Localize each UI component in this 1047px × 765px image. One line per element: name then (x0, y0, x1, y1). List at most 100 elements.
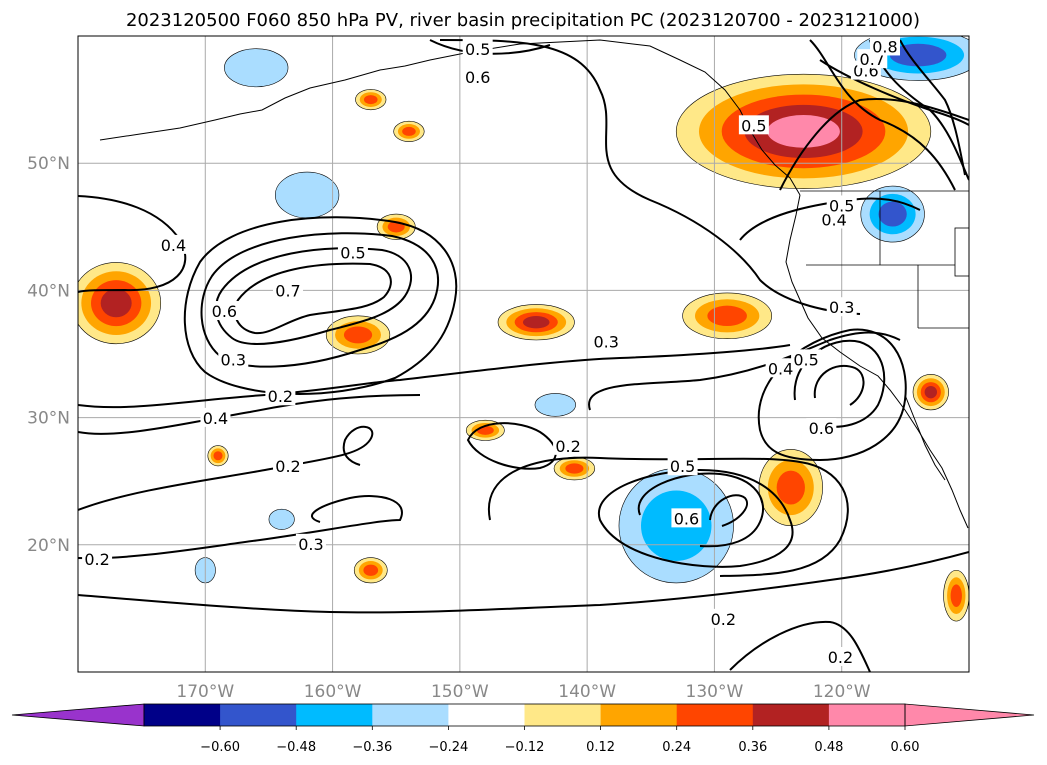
shaded-region-1 (274, 171, 340, 219)
shade-level-3 (213, 451, 223, 461)
colorbar-tick-label: −0.60 (200, 740, 240, 755)
contour-label-text: 0.3 (298, 535, 323, 554)
colorbar-tick-label: −0.24 (428, 740, 468, 755)
contour-0.6-ring (215, 247, 413, 345)
contour-label-bg (337, 242, 368, 262)
contour-label-2: 0.7 (273, 280, 304, 301)
colorbar-tick-label: 0.24 (662, 740, 691, 755)
contour-label-bg (273, 280, 304, 300)
latitude-tick-labels: 50°N 40°N 30°N 20°N (27, 154, 70, 556)
colorbar-segment-0 (144, 704, 221, 726)
contour-label-bg (826, 297, 857, 317)
contour-label-bg (295, 533, 326, 553)
contour-0.8-ne (899, 39, 966, 176)
shade-level-3 (402, 126, 416, 136)
pv-contours (78, 39, 969, 672)
contour-label-text: 0.2 (275, 457, 300, 476)
shaded-region-16 (534, 393, 576, 417)
contour-label-23: 0.5 (826, 195, 857, 215)
contour-0.3-east-loop (588, 331, 901, 411)
contour-label-bg (869, 36, 900, 56)
contour-label-10: 0.6 (462, 66, 493, 87)
shaded-region-7 (497, 304, 575, 341)
contour-label-text: 0.2 (828, 648, 853, 667)
shaded-region-12 (860, 185, 925, 243)
contour-label-6: 0.4 (200, 407, 231, 428)
colorbar-tick-label: 0.60 (891, 740, 920, 755)
contour-label-bg (462, 66, 493, 86)
contour-label-3: 0.5 (337, 242, 368, 263)
shade-level-3 (878, 201, 907, 227)
contour-label-text: 0.4 (821, 210, 846, 229)
contour-labels: 0.4 0.6 0.7 0.5 0.3 0.2 0.4 0.2 0.3 0.2 0.6 0.5 0.2 0… (82, 36, 900, 667)
contour-label-text: 0.3 (221, 350, 246, 369)
colorbar-segment-4 (448, 704, 525, 726)
contour-label-text: 0.2 (84, 550, 109, 569)
contour-label-bg (462, 38, 493, 58)
contour-label-bg (553, 435, 584, 455)
shade-level-1 (274, 171, 340, 219)
contour-label-bg (708, 608, 739, 628)
contour-0.7-ring (233, 262, 392, 335)
contour-0.6-east-ring (813, 364, 865, 406)
contour-label-bg (218, 349, 249, 369)
colorbar-segment-9 (828, 704, 906, 726)
shaded-region-2 (224, 48, 289, 88)
contour-0.3-east-upper (439, 39, 861, 315)
contour-label-text: 0.4 (203, 409, 228, 428)
contour-label-16: 0.2 (708, 608, 739, 629)
lon-tick-label: 120°W (813, 682, 871, 702)
contour-label-bg (591, 331, 622, 351)
contour-label-13: 0.3 (591, 331, 622, 352)
contour-label-text: 0.2 (711, 610, 736, 629)
shaded-region-0 (78, 262, 162, 345)
contour-label-bg (265, 386, 296, 406)
colorbar-segment-6 (600, 704, 678, 726)
contour-0.5-south-loop (637, 472, 765, 548)
shade-level-3 (889, 43, 947, 67)
contour-label-text: 0.6 (465, 68, 490, 87)
lat-tick-label: 20°N (27, 536, 70, 556)
contour-0.3-lower (78, 495, 403, 560)
lon-tick-label: 160°W (304, 682, 362, 702)
colorbar-segment-8 (752, 704, 830, 726)
contour-label-15: 0.6 (671, 508, 702, 528)
contour-label-14: 0.5 (667, 456, 698, 476)
contour-label-18: 0.4 (765, 358, 796, 378)
contour-0.6-ne-1 (779, 98, 969, 191)
shaded-region-20 (912, 374, 949, 411)
colorbar-segment-7 (676, 704, 754, 726)
contour-label-9: 0.2 (82, 549, 113, 569)
political-borders (800, 190, 969, 329)
lat-tick-label: 40°N (27, 281, 70, 301)
map-area: 0.4 0.6 0.7 0.5 0.3 0.2 0.4 0.2 0.3 0.2 0.6 0.5 0.2 0… (78, 36, 969, 672)
colorbar-tick-label: 0.36 (738, 740, 767, 755)
colorbar-segment-1 (220, 704, 297, 726)
contour-label-0: 0.4 (158, 234, 189, 255)
longitude-tick-labels: 170°W 160°W 150°W 140°W 130°W 120°W (176, 682, 870, 702)
contour-label-bg (209, 301, 240, 321)
contour-0.6-ne-2 (819, 59, 969, 126)
contour-label-27: 0.5 (738, 115, 769, 135)
contour-label-text: 0.4 (161, 236, 186, 255)
colorbar-tick-label: −0.12 (505, 740, 545, 755)
shaded-region-18 (268, 508, 295, 530)
map-frame (77, 35, 970, 673)
shade-level-4 (100, 288, 132, 318)
contour-label-17: 0.2 (825, 647, 856, 667)
contour-label-text: 0.5 (741, 116, 766, 135)
contour-label-bg (765, 358, 796, 378)
shade-level-3 (950, 584, 962, 607)
shade-level-1 (534, 393, 576, 417)
contour-label-8: 0.3 (295, 533, 326, 554)
lon-tick-label: 130°W (686, 682, 744, 702)
shaded-region-14 (553, 456, 596, 481)
lat-tick-label: 50°N (27, 154, 70, 174)
contour-label-text: 0.7 (275, 282, 300, 301)
contour-0.2-lower (78, 551, 969, 614)
contour-label-text: 0.5 (793, 350, 818, 369)
shade-level-3 (776, 470, 805, 505)
lon-tick-label: 150°W (431, 682, 489, 702)
colorbar-tick-label: 0.48 (814, 740, 843, 755)
